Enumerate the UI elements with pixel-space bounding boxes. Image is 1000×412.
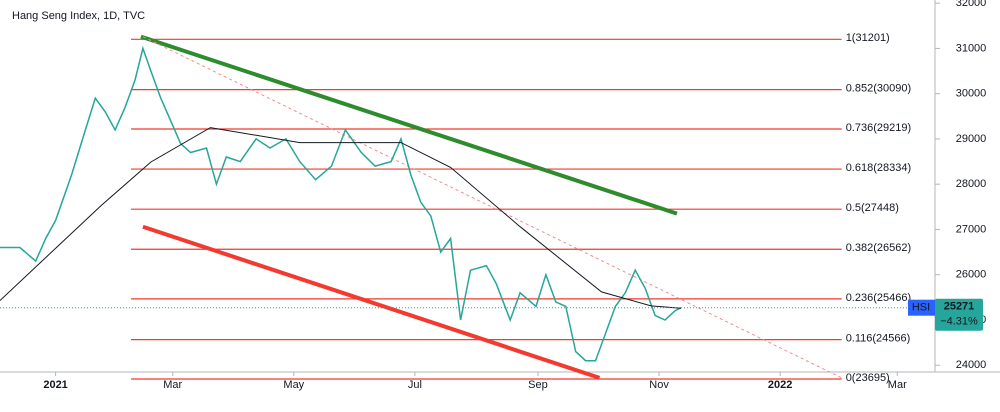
x-tick-label: Sep: [528, 379, 548, 391]
fib-label: 0.236(25466): [846, 292, 911, 304]
price-box: [935, 298, 983, 331]
chart-title: Hang Seng Index, 1D, TVC: [12, 10, 145, 22]
price-line: [0, 127, 681, 309]
fib-label: 0.852(30090): [846, 83, 911, 95]
price-change: −4.31%: [940, 316, 978, 328]
x-tick-label: 2022: [768, 379, 792, 391]
y-tick-label: 28000: [956, 178, 987, 190]
symbol-box: [908, 299, 935, 316]
trendline: [140, 34, 678, 216]
fib-label: 0(23695): [846, 372, 890, 384]
trendline: [142, 36, 842, 379]
fib-label: 0.736(29219): [846, 122, 911, 134]
y-tick-label: 31000: [956, 42, 987, 54]
y-tick-label: 29000: [956, 133, 987, 145]
x-tick-label: Mar: [163, 379, 182, 391]
price-value: 25271: [944, 301, 975, 313]
y-tick-label: 27000: [956, 223, 987, 235]
x-tick-label: Nov: [649, 379, 669, 391]
symbol-label: HSI: [912, 302, 930, 314]
fib-label: 0.116(24566): [846, 333, 911, 345]
x-tick-label: Mar: [888, 379, 907, 391]
trendline: [142, 224, 601, 380]
x-tick-label: 2021: [43, 379, 67, 391]
fib-label: 0.618(28334): [846, 162, 911, 174]
y-tick-label: 30000: [956, 88, 987, 100]
price-line: [0, 45, 682, 362]
y-tick-label: 26000: [956, 269, 987, 281]
y-tick-label: 24000: [956, 359, 987, 371]
fib-label: 0.382(26562): [846, 242, 911, 254]
y-tick-label: 32000: [956, 0, 987, 9]
fib-label: 0.5(27448): [846, 202, 899, 214]
x-tick-label: May: [283, 379, 304, 391]
fib-label: 1(31201): [846, 32, 890, 44]
x-tick-label: Jul: [408, 379, 422, 391]
